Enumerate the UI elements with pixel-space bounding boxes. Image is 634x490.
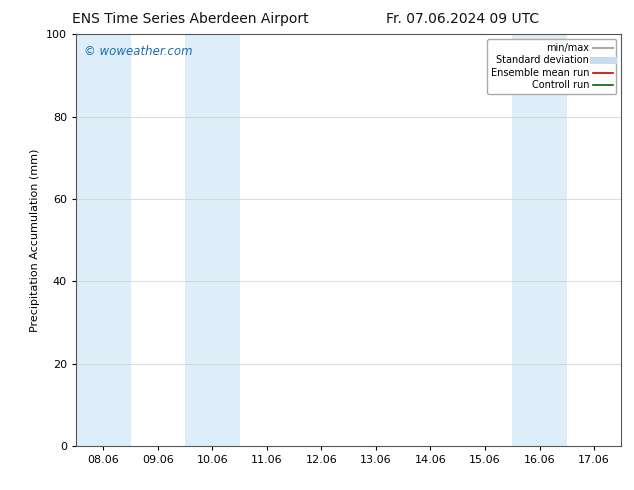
Text: ENS Time Series Aberdeen Airport: ENS Time Series Aberdeen Airport bbox=[72, 12, 309, 26]
Y-axis label: Precipitation Accumulation (mm): Precipitation Accumulation (mm) bbox=[30, 148, 41, 332]
Bar bbox=[512, 34, 567, 446]
Text: © woweather.com: © woweather.com bbox=[84, 45, 193, 58]
Text: Fr. 07.06.2024 09 UTC: Fr. 07.06.2024 09 UTC bbox=[386, 12, 540, 26]
Bar bbox=[621, 34, 634, 446]
Legend: min/max, Standard deviation, Ensemble mean run, Controll run: min/max, Standard deviation, Ensemble me… bbox=[487, 39, 616, 94]
Bar bbox=[76, 34, 131, 446]
Bar bbox=[185, 34, 240, 446]
